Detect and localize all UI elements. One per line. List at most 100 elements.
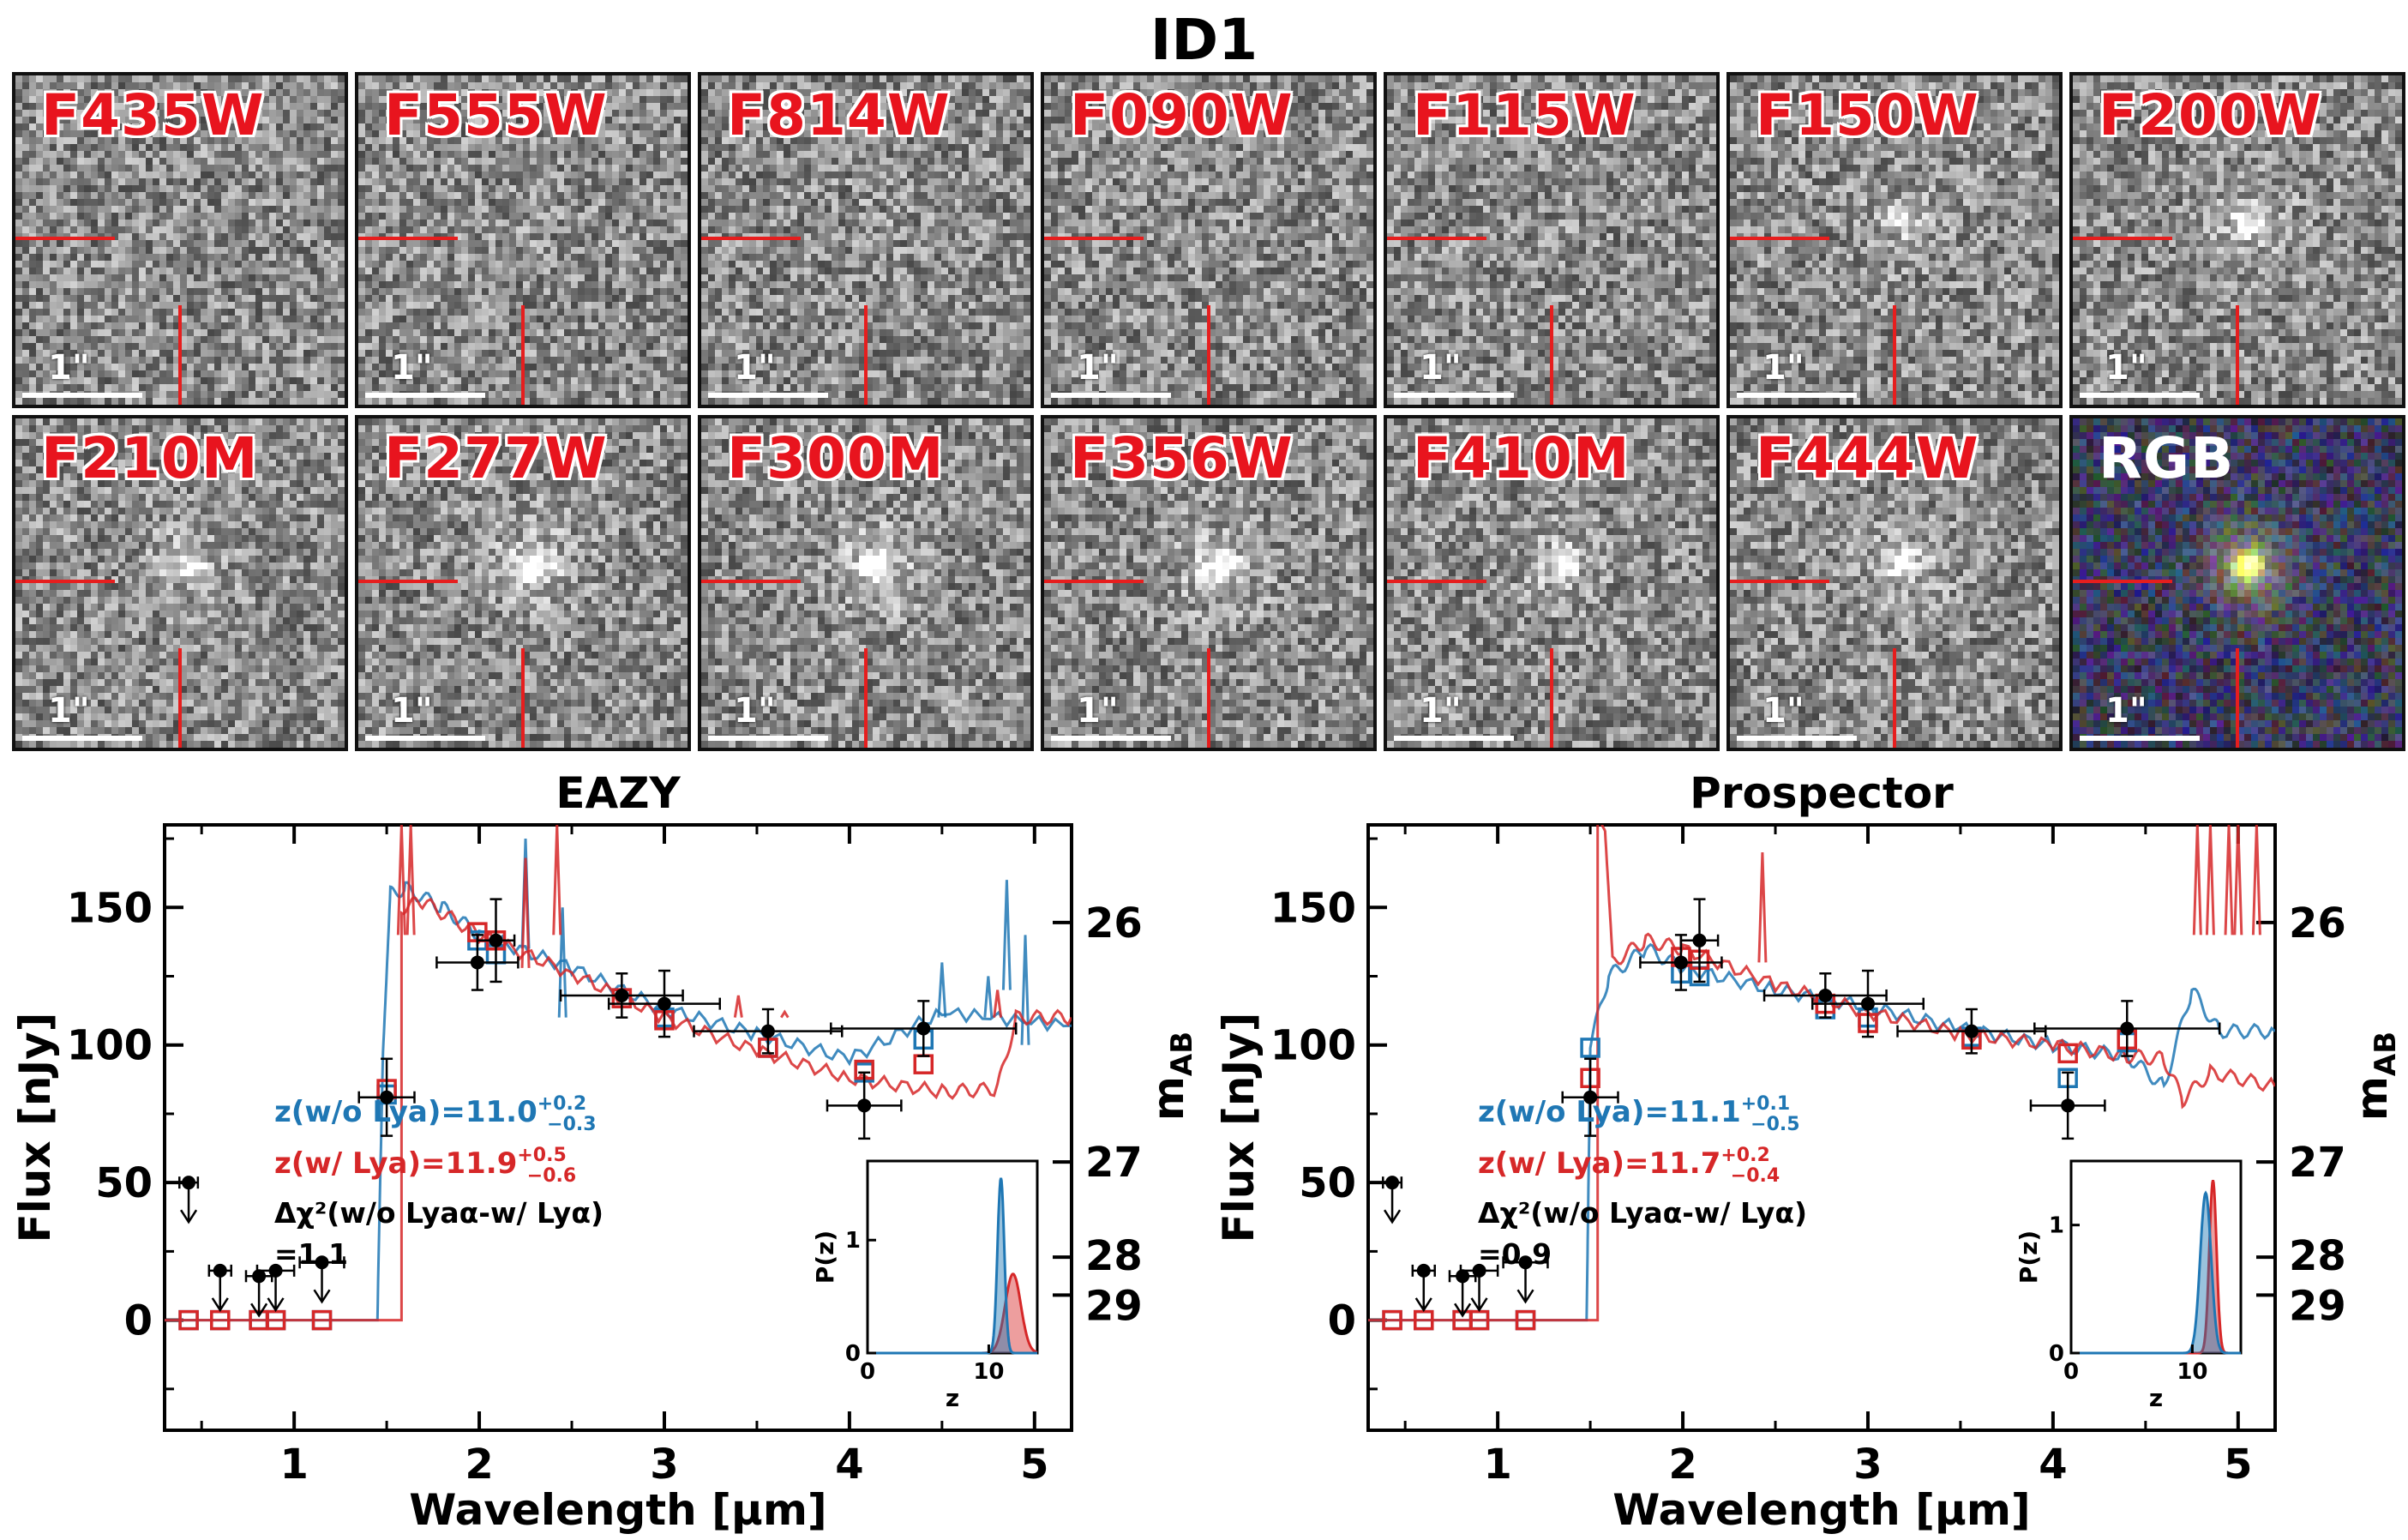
stamp-f090w: F090W 1" (1041, 72, 1377, 408)
model-spectrum-red-emission-line (520, 857, 531, 968)
stamp-f300m: F300M 1" (698, 415, 1034, 751)
reticle-vertical (521, 305, 525, 405)
model-phot-red (1515, 1309, 1536, 1331)
obs-upper-arrow (313, 1289, 331, 1304)
obs-upper-arrow (250, 1302, 268, 1318)
z-with-lya-sub: −0.6 (527, 1165, 576, 1187)
scale-bar (22, 393, 142, 398)
scale-label: 1" (391, 348, 433, 388)
pz-y-tick-label: 1 (845, 1228, 861, 1254)
y-tick-label: 150 (67, 884, 153, 932)
obs-point (1456, 1269, 1470, 1284)
obs-upper-arrow (1384, 1209, 1402, 1224)
pz-x-tick-label: 10 (973, 1359, 1004, 1385)
obs-upper-arrow (1454, 1302, 1472, 1318)
stamp-label: F444W (1756, 425, 1979, 491)
stamp-f277w: F277W 1" (355, 415, 691, 751)
stamp-label: F300M (727, 425, 945, 491)
obs-point (252, 1269, 267, 1284)
obs-point (1860, 996, 1875, 1011)
y-axis-label-right-sub: AB (1165, 1032, 1199, 1076)
obs-point (657, 996, 671, 1011)
reticle-horizontal (1387, 237, 1486, 240)
stamp-f356w: F356W 1" (1041, 415, 1377, 751)
stamp-image (1387, 75, 1716, 405)
pz-curve-blue-fill (868, 1177, 1037, 1353)
y-axis-label-right: mAB (1144, 1032, 1199, 1121)
model-spectrum-red-emission-line (2205, 825, 2215, 935)
pz-y-label: P(z) (811, 1230, 839, 1284)
pz-curve-red-fill (868, 1273, 1037, 1353)
z-with-lya: z(w/ Lya)=11.9+0.5 −0.6 (274, 1145, 576, 1187)
z-without-lya-sub: −0.5 (1750, 1114, 1799, 1135)
delta-chi2-value: =0.9 (1478, 1237, 1552, 1271)
obs-point (760, 1024, 775, 1038)
plot-frame (1366, 823, 2277, 1432)
reticle-vertical (1550, 648, 1553, 748)
y-axis-label: Flux [nJy] (1214, 1012, 1264, 1242)
obs-upper-arrow (211, 1297, 229, 1313)
obs-point (489, 933, 503, 947)
reticle-horizontal (1044, 580, 1144, 583)
x-tick-label: 2 (1668, 1441, 1696, 1489)
y-tick-label: 100 (1270, 1022, 1356, 1070)
z-without-lya-sup: +0.2 (537, 1093, 586, 1115)
pz-curve-blue (2071, 1190, 2241, 1355)
right-tick-label: 28 (2289, 1232, 2346, 1280)
z-with-lya: z(w/ Lya)=11.7+0.2 −0.4 (1478, 1145, 1780, 1187)
reticle-horizontal (1387, 580, 1486, 583)
y-axis-label-right-main: m (1144, 1076, 1193, 1121)
stamp-image (15, 75, 345, 405)
scale-bar (1051, 736, 1171, 741)
model-spectrum-red (165, 896, 1072, 1322)
pz-x-label: z (946, 1384, 959, 1412)
reticle-horizontal (358, 580, 458, 583)
scale-bar (1737, 393, 1857, 398)
model-spectrum-red-emission-line (2224, 825, 2234, 935)
obs-point (1964, 1024, 1979, 1038)
scale-bar (1737, 736, 1857, 741)
stamp-f410m: F410M 1" (1384, 415, 1720, 751)
model-spectrum-red-emission-line (780, 1009, 790, 1019)
model-spectrum-blue-emission-line (983, 976, 994, 1018)
stamp-image (358, 418, 688, 748)
stamp-image (2073, 75, 2402, 405)
obs-point (380, 1090, 394, 1104)
scale-label: 1" (2105, 348, 2147, 388)
model-spectrum-red-emission-line (2192, 825, 2202, 935)
scale-label: 1" (1762, 691, 1804, 731)
scale-bar (708, 736, 828, 741)
reticle-vertical (1893, 305, 1896, 405)
obs-point (1385, 1176, 1400, 1190)
y-axis-label-right: mAB (2347, 1032, 2403, 1121)
model-spectrum-blue-emission-line (1001, 880, 1012, 990)
stamp-image (358, 75, 688, 405)
x-axis-label: Wavelength [μm] (1612, 1485, 2031, 1535)
y-tick-label: 50 (95, 1159, 153, 1207)
z-without-lya: z(w/o Lya)=11.0+0.2 −0.3 (274, 1093, 597, 1135)
scale-label: 1" (1077, 691, 1119, 731)
scale-label: 1" (1762, 348, 1804, 388)
model-spectrum-red-emission-line (552, 825, 562, 935)
right-tick-label: 26 (1085, 899, 1143, 947)
delta-chi2-value: =1.1 (274, 1237, 348, 1271)
model-phot-red (178, 1309, 199, 1331)
obs-point (1416, 1263, 1431, 1278)
model-spectrum-blue-emission-line (937, 962, 947, 1018)
scale-bar (1394, 736, 1514, 741)
pz-y-tick-label: 1 (2049, 1213, 2064, 1239)
scale-bar (365, 393, 485, 398)
model-phot-blue (1580, 1038, 1600, 1058)
x-tick-label: 2 (465, 1441, 493, 1489)
stamp-label: F555W (384, 82, 608, 148)
stamp-label: F356W (1070, 425, 1294, 491)
pz-y-tick-label: 0 (845, 1341, 861, 1367)
scale-label: 1" (391, 691, 433, 731)
pz-x-tick-label: 0 (2063, 1359, 2079, 1385)
obs-upper-arrow (267, 1297, 285, 1313)
y-tick-label: 0 (124, 1297, 153, 1345)
pz-curve-blue (868, 1177, 1037, 1355)
scale-label: 1" (1420, 691, 1462, 731)
plot-area (1368, 825, 2275, 1331)
